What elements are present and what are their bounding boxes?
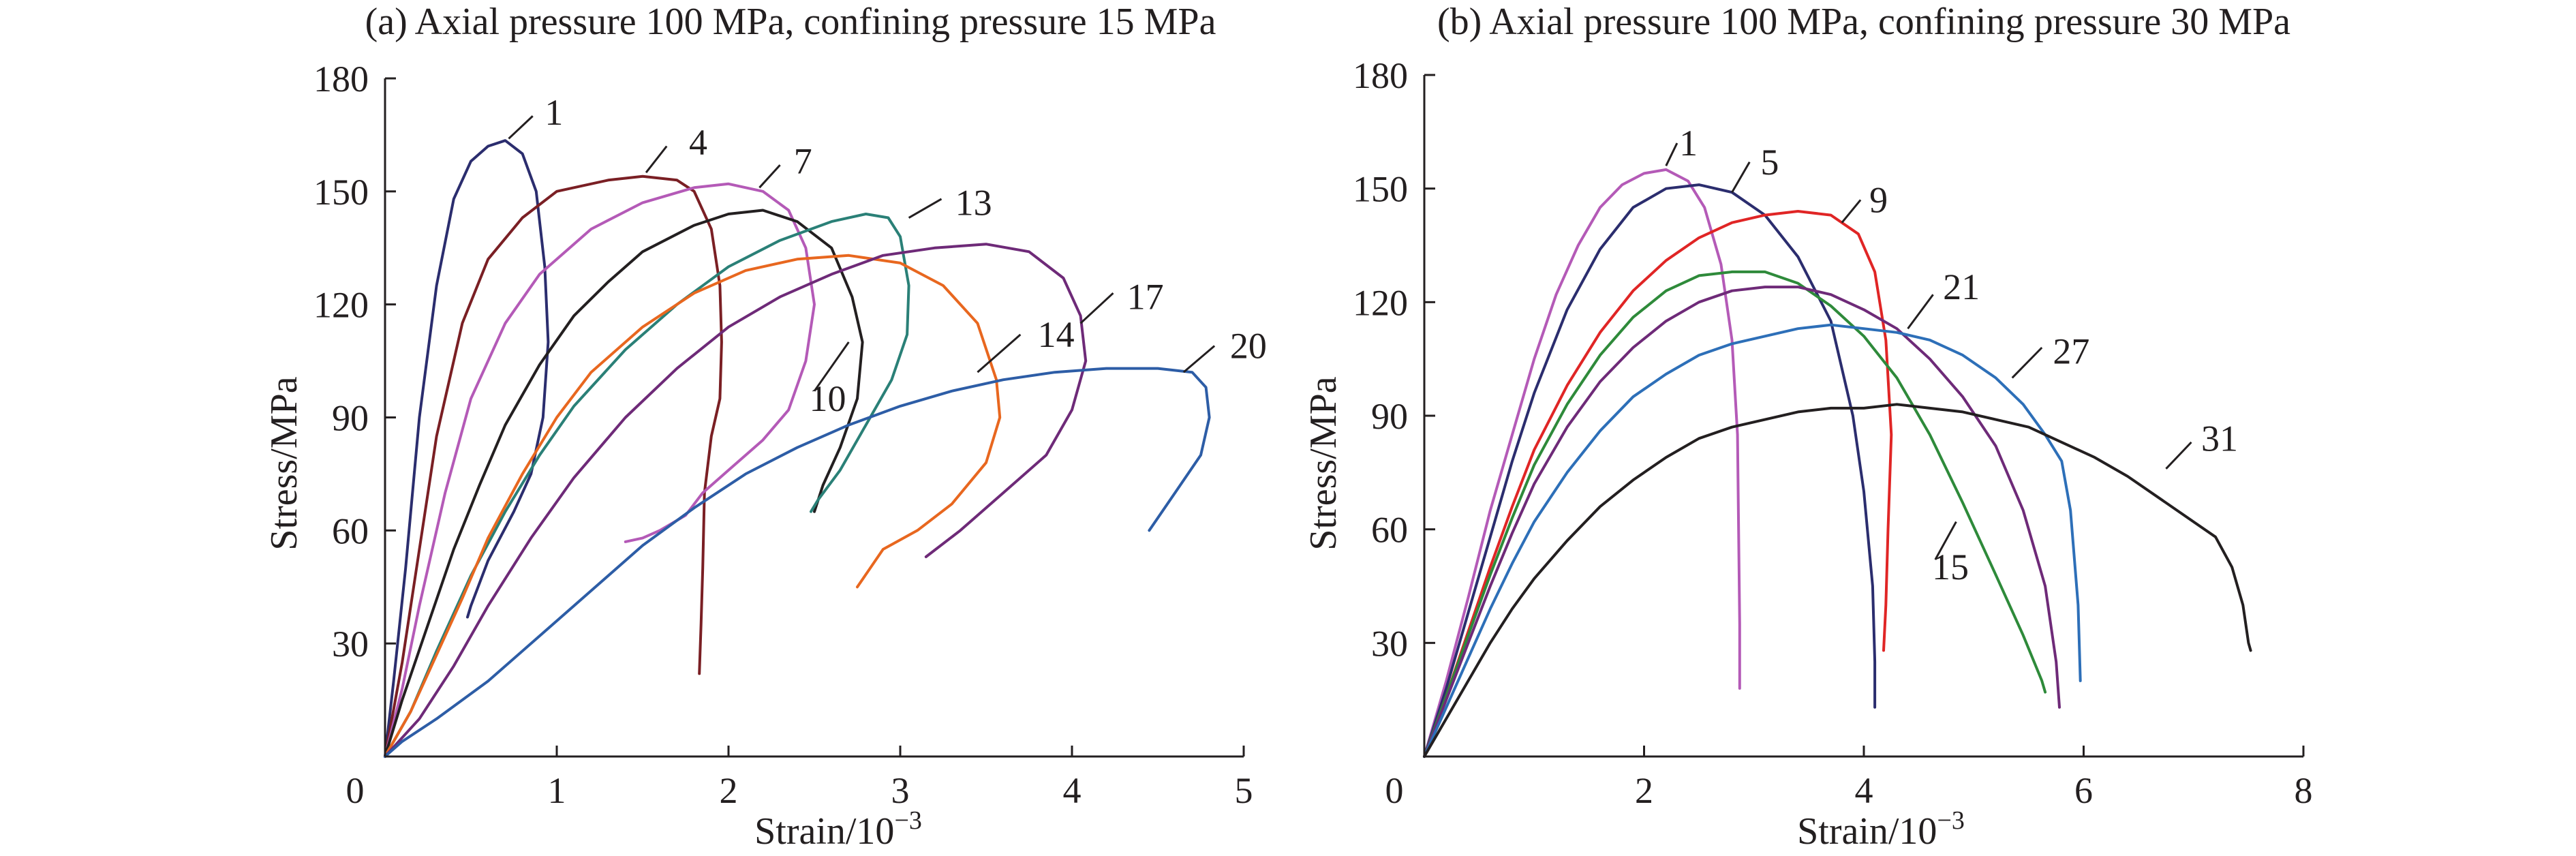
- label-leader-a-7: [758, 164, 781, 189]
- x-tick-label-b: 0: [1385, 770, 1404, 811]
- y-tick-label-b: 150: [1353, 169, 1408, 210]
- series-line-b-27: [1423, 323, 2082, 758]
- series-line-a-7: [384, 182, 816, 758]
- x-tick-label-b: 8: [2295, 770, 2313, 811]
- series-line-a-20: [384, 367, 1211, 758]
- series-line-a-13: [384, 213, 910, 758]
- series-line-a-1: [384, 139, 550, 758]
- curve-label-a-13: 13: [955, 182, 992, 223]
- y-tick-label-b: 90: [1371, 396, 1408, 437]
- label-leader-b-1: [1665, 142, 1678, 166]
- x-tick-label-b: 4: [1855, 770, 1873, 811]
- label-leader-b-15: [1934, 521, 1957, 560]
- curve-label-a-17: 17: [1127, 277, 1164, 318]
- x-axis-label-b: Strain/10−3: [1797, 806, 1965, 853]
- y-tick-label-b: 60: [1371, 510, 1408, 551]
- series-line-a-14: [384, 254, 1002, 758]
- curve-label-a-10: 10: [809, 378, 846, 419]
- x-tick-label-b: 2: [1635, 770, 1653, 811]
- curve-label-a-4: 4: [689, 122, 707, 163]
- series-line-a-17: [384, 243, 1088, 758]
- curve-label-a-14: 14: [1038, 314, 1075, 355]
- label-leader-a-10: [813, 341, 850, 392]
- axes-a: [384, 78, 1244, 758]
- curve-label-b-5: 5: [1760, 142, 1779, 183]
- y-tick-label-a: 30: [332, 624, 369, 664]
- label-leader-a-4: [645, 145, 668, 174]
- label-leader-a-14: [977, 333, 1022, 373]
- y-tick-label-b: 180: [1353, 55, 1408, 96]
- x-tick-label-a: 5: [1235, 770, 1253, 811]
- y-tick-label-b: 120: [1353, 282, 1408, 323]
- curve-label-a-7: 7: [794, 141, 812, 182]
- series-line-b-9: [1423, 210, 1893, 758]
- curve-label-b-31: 31: [2201, 418, 2238, 459]
- chart-title-a: (a) Axial pressure 100 MPa, confining pr…: [365, 1, 1216, 43]
- series-line-b-1: [1423, 168, 1741, 758]
- y-tick-label-a: 90: [332, 398, 369, 439]
- x-tick-labels-a: 0 1 2 3 4 5: [346, 746, 1253, 811]
- chart-panel-a: (a) Axial pressure 100 MPa, confining pr…: [263, 1, 1267, 853]
- curve-label-b-21: 21: [1943, 266, 1980, 307]
- x-tick-label-a: 4: [1063, 770, 1082, 811]
- series-line-a-10: [384, 209, 864, 758]
- curve-label-b-9: 9: [1869, 179, 1888, 220]
- x-tick-label-a: 3: [891, 770, 910, 811]
- axes-b: [1423, 75, 2303, 758]
- x-axis-label-a: Strain/10−3: [754, 806, 922, 853]
- curve-label-b-15: 15: [1932, 547, 1969, 587]
- series-line-b-21: [1423, 286, 2061, 758]
- y-tick-label-b: 30: [1371, 623, 1408, 664]
- label-leader-a-20: [1182, 345, 1216, 373]
- x-tick-label-a: 1: [548, 770, 566, 811]
- label-leader-a-17: [1079, 292, 1114, 324]
- x-tick-label-a: 2: [720, 770, 738, 811]
- curve-label-a-1: 1: [545, 92, 563, 133]
- y-axis-label-a: Stress/MPa: [263, 376, 305, 550]
- series-line-a-4: [384, 174, 723, 758]
- y-tick-label-a: 150: [313, 172, 369, 213]
- label-leader-a-1: [508, 115, 534, 140]
- curve-label-b-27: 27: [2053, 331, 2089, 372]
- x-tick-label-b: 6: [2074, 770, 2093, 811]
- x-tick-label-a: 0: [346, 770, 365, 811]
- y-tick-label-a: 180: [313, 59, 369, 100]
- y-tick-labels-a: 30 60 90 120 150 180: [313, 59, 396, 664]
- series-line-b-5: [1423, 183, 1877, 758]
- series-line-b-31: [1423, 403, 2252, 758]
- label-leader-b-5: [1731, 162, 1751, 193]
- label-leader-b-27: [2011, 346, 2043, 379]
- x-tick-labels-b: 0 2 4 6 8: [1385, 746, 2313, 811]
- y-tick-label-a: 60: [332, 510, 369, 551]
- chart-panel-b: (b) Axial pressure 100 MPa, confining pr…: [1302, 1, 2313, 853]
- y-tick-label-a: 120: [313, 285, 369, 326]
- label-leader-b-9: [1841, 199, 1862, 224]
- label-leader-a-13: [908, 198, 942, 219]
- y-tick-labels-b: 30 60 90 120 150 180: [1353, 55, 1435, 664]
- chart-title-b: (b) Axial pressure 100 MPa, confining pr…: [1437, 1, 2290, 43]
- curve-label-a-20: 20: [1230, 325, 1267, 366]
- curve-label-b-1: 1: [1679, 123, 1698, 164]
- series-line-b-15: [1423, 270, 2047, 758]
- label-leader-b-21: [1907, 294, 1934, 330]
- label-leader-b-31: [2165, 441, 2192, 470]
- y-axis-label-b: Stress/MPa: [1302, 376, 1345, 550]
